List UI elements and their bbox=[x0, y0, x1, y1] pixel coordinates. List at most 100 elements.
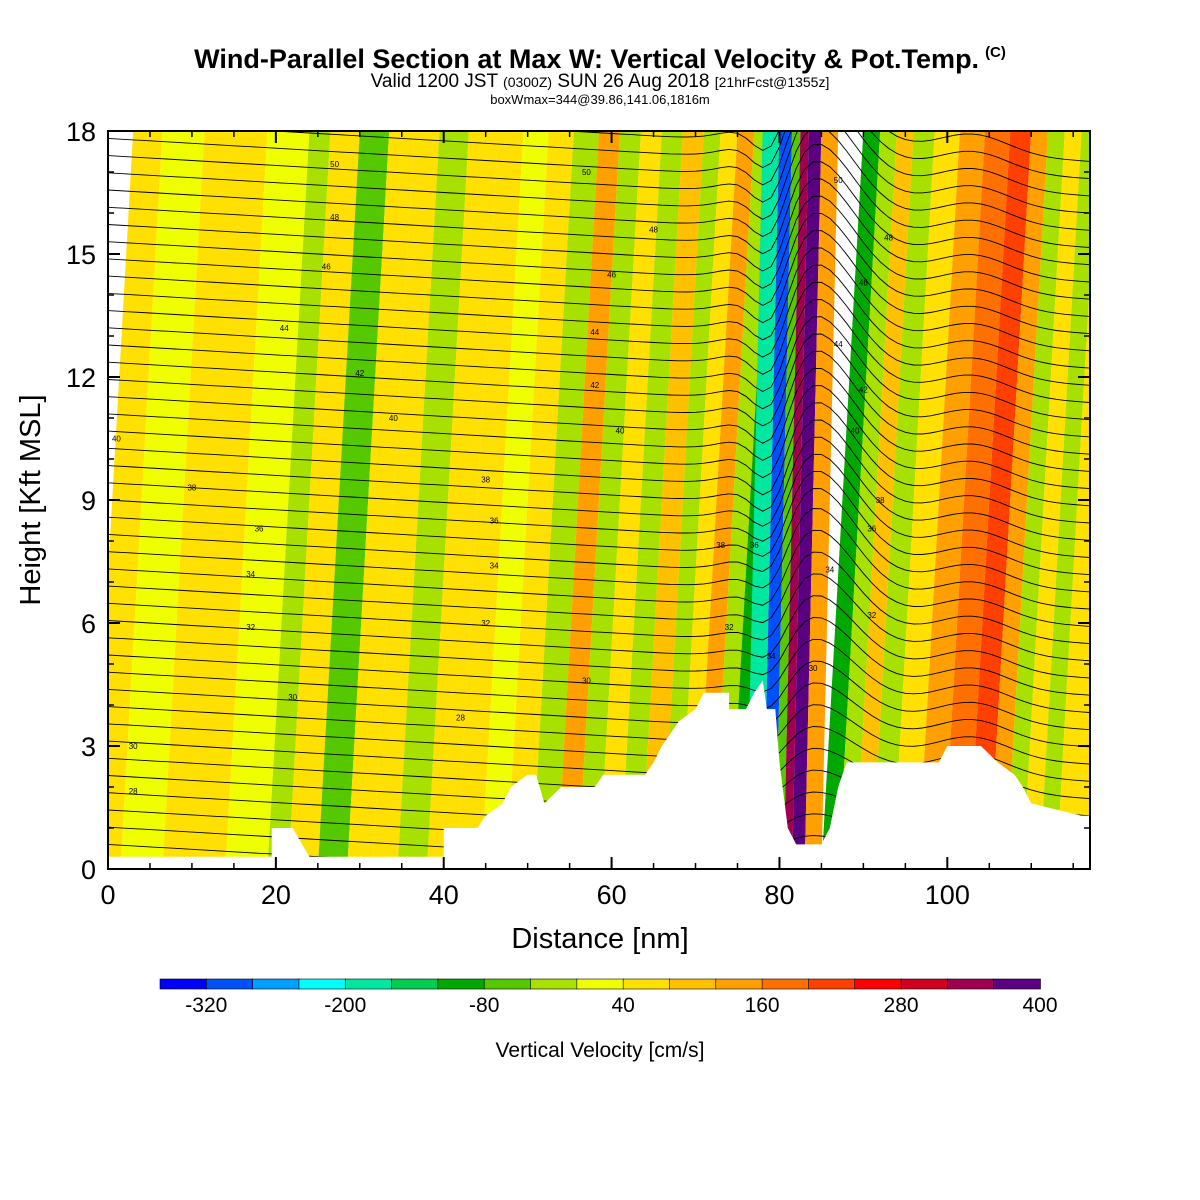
isentrope-label: 44 bbox=[280, 324, 289, 333]
subtitle-date: SUN 26 Aug 2018 bbox=[557, 71, 710, 92]
colorbar-swatch bbox=[437, 978, 486, 990]
velocity-band bbox=[640, 131, 704, 869]
isentrope-line bbox=[108, 385, 1090, 490]
chart-title: Wind-Parallel Section at Max W: Vertical… bbox=[0, 44, 1200, 75]
velocity-band bbox=[397, 131, 469, 869]
isentrope-label: 46 bbox=[859, 279, 868, 288]
subtitle-valid: Valid 1200 JST bbox=[370, 71, 498, 92]
velocity-band bbox=[1006, 131, 1065, 869]
velocity-band bbox=[347, 131, 415, 869]
isentrope-line bbox=[108, 299, 1090, 403]
isentrope-line bbox=[108, 453, 1090, 558]
colorbar-tick-label: 160 bbox=[745, 994, 780, 1017]
isentrope-line bbox=[268, 131, 1090, 180]
isentrope-label: 30 bbox=[582, 676, 591, 685]
colorbar-swatch bbox=[761, 978, 810, 990]
colorbar-label: Vertical Velocity [cm/s] bbox=[496, 1039, 705, 1062]
colorbar-swatch bbox=[530, 978, 578, 990]
isentrope-label: 34 bbox=[490, 562, 499, 571]
velocity-band bbox=[661, 131, 721, 869]
isentrope-label: 30 bbox=[129, 742, 138, 751]
isentrope-label: 36 bbox=[490, 517, 499, 526]
isentrope-label: 42 bbox=[590, 381, 599, 390]
isentrope-label: 30 bbox=[809, 664, 818, 673]
isentrope-line bbox=[108, 230, 1090, 335]
isentrope-label: 36 bbox=[750, 541, 759, 550]
colorbar-swatch bbox=[344, 978, 393, 990]
velocity-band bbox=[762, 131, 793, 869]
y-axis-label: Height [Kft MSL] bbox=[15, 394, 47, 605]
isentrope-label: 34 bbox=[767, 652, 776, 661]
isentrope-line bbox=[108, 723, 1090, 782]
isentrope-line bbox=[108, 161, 1090, 266]
isentrope-labels: 40 38 36 34 32 30 30 28 50 48 46 44 42 40 38 36 34 32 28 30… bbox=[112, 160, 894, 796]
chart-title-text: Wind-Parallel Section at Max W: Vertical… bbox=[194, 44, 980, 74]
velocity-band bbox=[943, 131, 1011, 869]
colorbar-swatch bbox=[298, 978, 347, 990]
terrain bbox=[108, 680, 1090, 869]
velocity-band bbox=[804, 131, 839, 869]
isentrope-line bbox=[108, 247, 1090, 352]
isentrope-line bbox=[108, 131, 1090, 214]
x-axis: 0 20 40 60 80 100 bbox=[100, 131, 1074, 910]
velocity-band bbox=[456, 131, 524, 869]
x-axis-label: Distance [nm] bbox=[511, 923, 688, 955]
isentrope-label: 40 bbox=[112, 435, 121, 444]
velocity-band bbox=[989, 131, 1049, 869]
chart-subtitle-2: boxWmax=344@39.86,141.06,1816m bbox=[490, 92, 710, 107]
velocity-band bbox=[695, 131, 755, 869]
colorbar-swatch bbox=[206, 978, 254, 990]
colorbar-swatch bbox=[483, 978, 532, 990]
velocity-band bbox=[892, 131, 960, 869]
velocity-band bbox=[854, 131, 914, 869]
isentrope-line bbox=[108, 470, 1090, 576]
isentrope-line bbox=[108, 195, 1090, 300]
isentrope-line bbox=[108, 551, 1090, 645]
velocity-band bbox=[557, 131, 620, 869]
isentrope-line bbox=[108, 617, 1090, 696]
colorbar-swatch bbox=[669, 978, 717, 990]
x-tick-label: 20 bbox=[261, 880, 291, 910]
y-tick-label: 18 bbox=[66, 117, 96, 147]
isentrope-line bbox=[108, 419, 1090, 524]
isentrope-line bbox=[108, 316, 1090, 421]
y-tick-label: 6 bbox=[81, 609, 96, 639]
isentrope-label: 48 bbox=[649, 225, 658, 234]
isentrope-label: 32 bbox=[725, 623, 734, 632]
isentrope-label: 28 bbox=[456, 713, 465, 722]
isentrope-label: 44 bbox=[590, 328, 599, 337]
isentrope-line bbox=[562, 131, 1090, 162]
isentrope-label: 32 bbox=[246, 623, 255, 632]
isentrope-label: 38 bbox=[876, 496, 885, 505]
velocity-band bbox=[968, 131, 1032, 869]
subtitle-utc: (0300Z) bbox=[503, 74, 553, 90]
isentrope-label: 34 bbox=[825, 566, 834, 575]
isentrope-line bbox=[108, 660, 1090, 731]
y-tick-label: 12 bbox=[66, 363, 96, 393]
velocity-band bbox=[162, 131, 268, 869]
y-tick-label: 3 bbox=[81, 732, 96, 762]
isentrope-line bbox=[108, 638, 1090, 713]
velocity-band bbox=[267, 131, 331, 869]
isentrope-line bbox=[108, 281, 1090, 386]
isentrope-line bbox=[108, 212, 1090, 317]
isentrope-label: 50 bbox=[834, 176, 843, 185]
colorbar-tick-label: 40 bbox=[611, 994, 634, 1017]
colorbar-swatch bbox=[947, 978, 995, 990]
x-tick-label: 100 bbox=[925, 880, 970, 910]
isentrope-label: 40 bbox=[389, 414, 398, 423]
x-tick-label: 40 bbox=[429, 880, 459, 910]
isentrope-label: 34 bbox=[246, 570, 255, 579]
colorbar-swatch bbox=[391, 978, 439, 990]
colorbar-tick-label: -200 bbox=[324, 994, 366, 1017]
colorbar: -320 -200 -80 40 160 280 400 bbox=[159, 978, 1058, 1017]
isentrope-line bbox=[108, 704, 1090, 765]
isentrope-label: 48 bbox=[884, 234, 893, 243]
isentrope-line bbox=[108, 144, 1090, 248]
isentrope-label: 50 bbox=[330, 160, 339, 169]
isentrope-line bbox=[108, 131, 1090, 231]
velocity-band bbox=[619, 131, 683, 869]
x-tick-label: 0 bbox=[100, 880, 115, 910]
